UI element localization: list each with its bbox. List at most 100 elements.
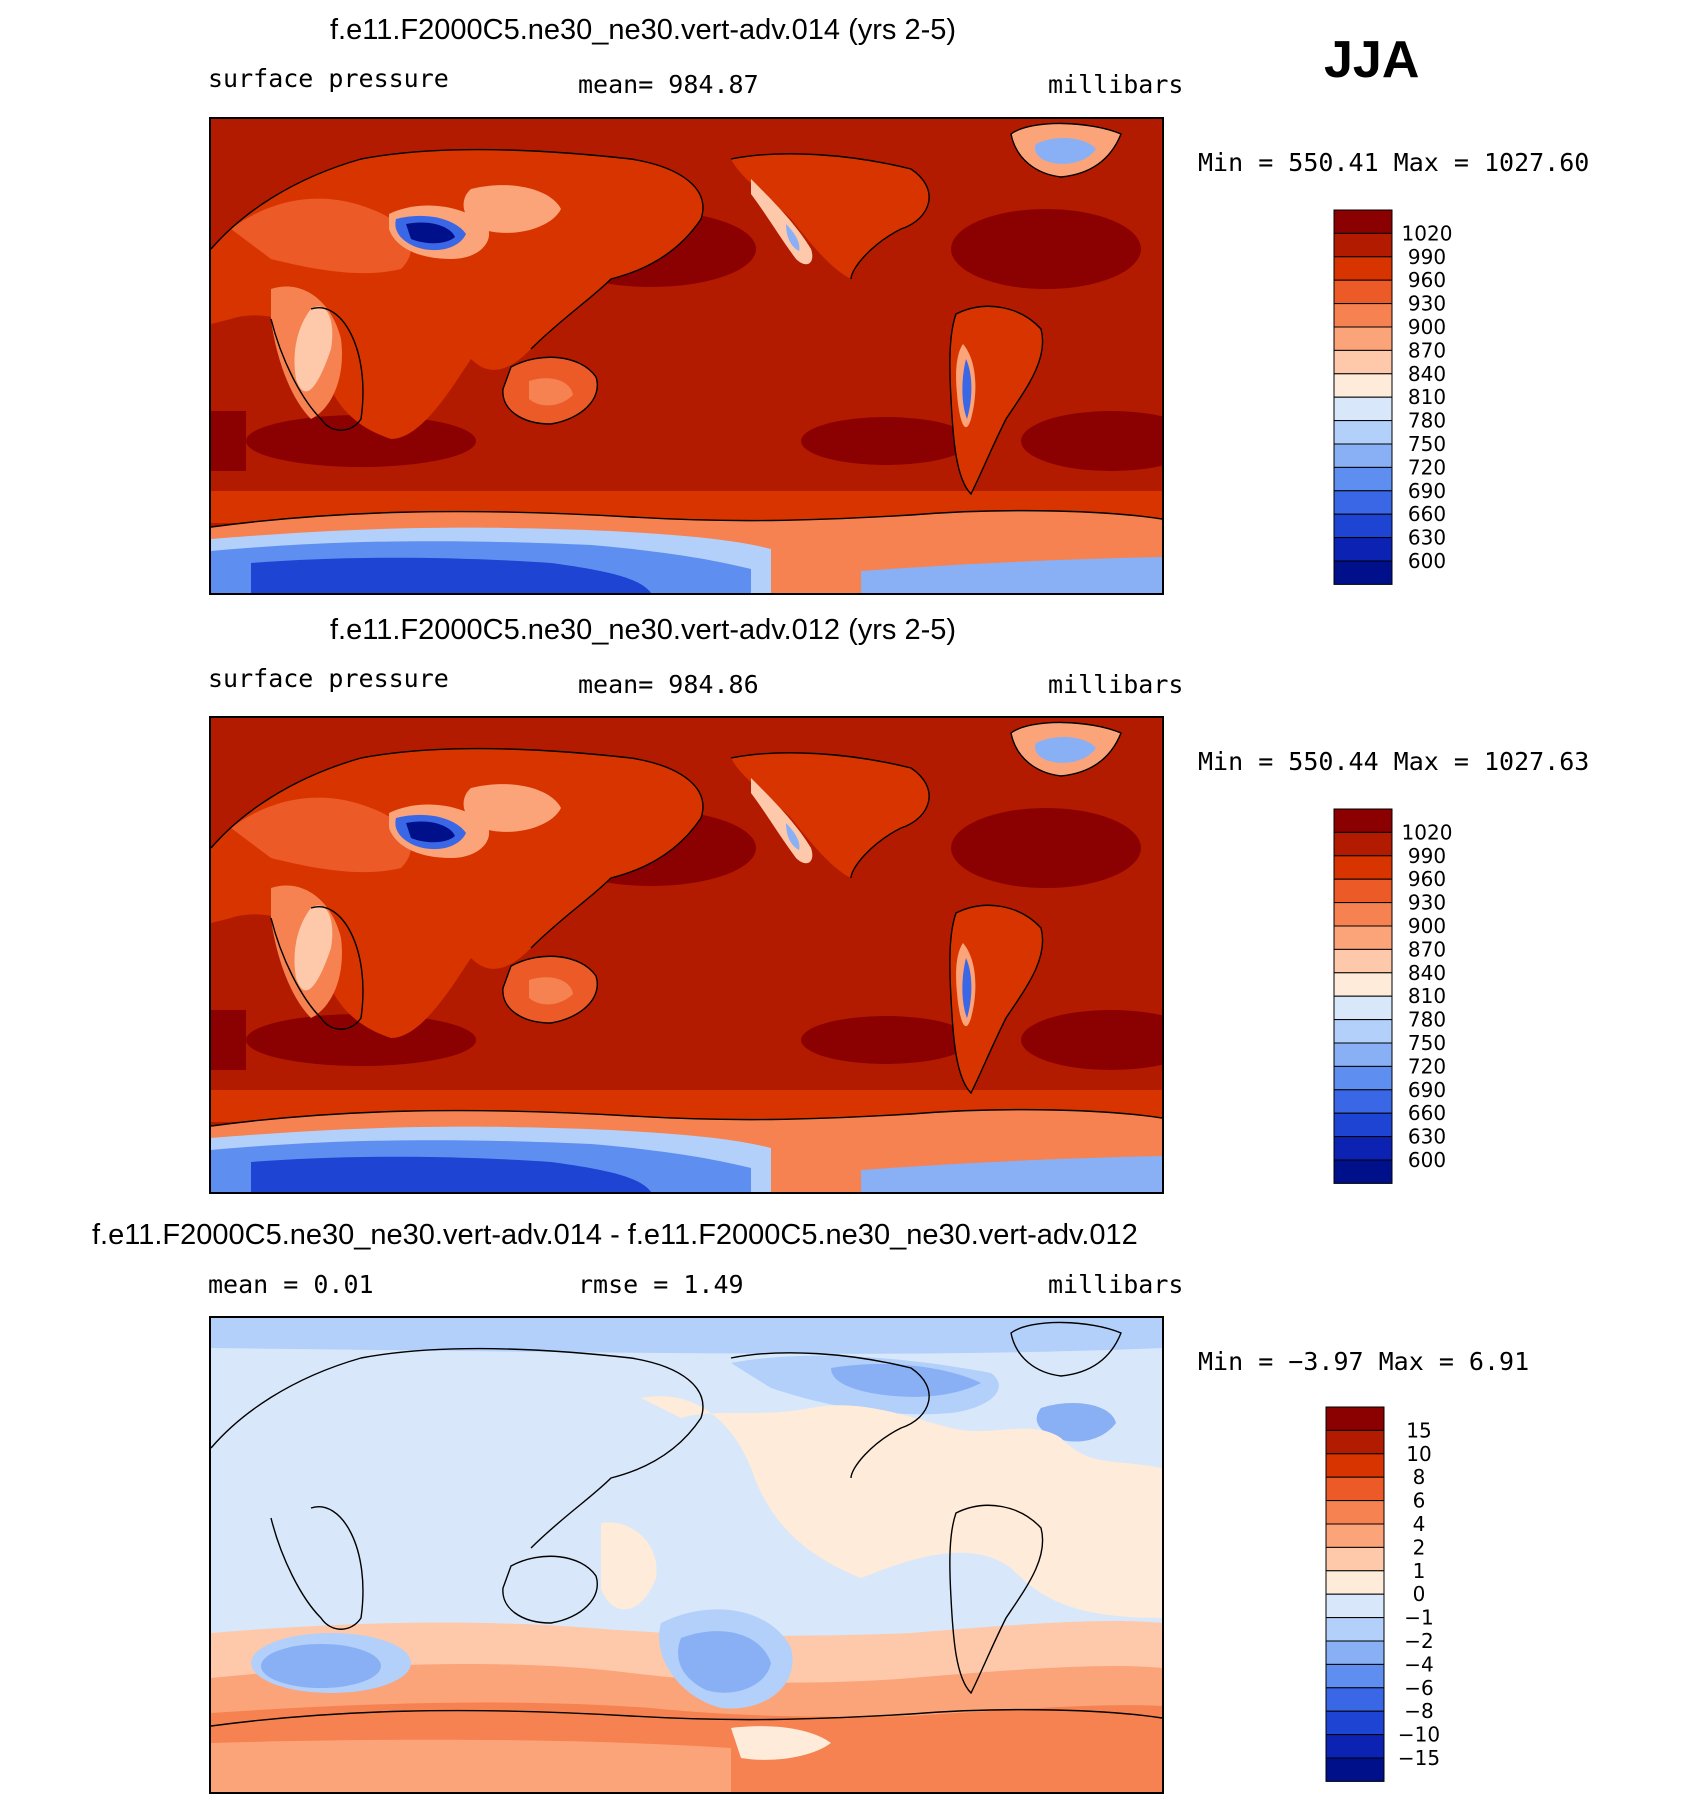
panel2-map [209, 716, 1164, 1194]
season-label: JJA [1324, 31, 1420, 89]
colorbar-label: 750 [1408, 1031, 1446, 1055]
panel1-units: millibars [1048, 70, 1184, 99]
colorbar-label: −15 [1398, 1746, 1440, 1770]
colorbar-label: 960 [1408, 867, 1446, 891]
colorbar-swatch [1333, 326, 1393, 351]
panel1-variable: surface pressure [208, 64, 449, 93]
colorbar-swatch [1325, 1757, 1385, 1782]
panel3-map [209, 1316, 1164, 1794]
panel1-map [209, 117, 1164, 595]
colorbar-label: 780 [1408, 1008, 1446, 1032]
colorbar-label: 6 [1413, 1489, 1426, 1513]
panel3-title: f.e11.F2000C5.ne30_ne30.vert-adv.014 - f… [92, 1219, 1138, 1251]
panel1-title: f.e11.F2000C5.ne30_ne30.vert-adv.014 (yr… [330, 14, 957, 46]
colorbar-swatch [1333, 878, 1393, 904]
colorbar-label: 840 [1408, 362, 1446, 386]
colorbar-swatch [1333, 466, 1393, 492]
colorbar-swatch [1333, 232, 1393, 258]
colorbar-swatch [1325, 1453, 1385, 1478]
panel2-minmax: Min = 550.44 Max = 1027.63 [1198, 747, 1590, 776]
panel3-colorbar: 15 10 8 6 4 2 1 0 −1 −2 −4 −6 −8 −10 −15 [1325, 1406, 1465, 1790]
colorbar-label: 810 [1408, 385, 1446, 409]
colorbar-svg: 1020990960930900870840810780750720690660… [1333, 209, 1453, 585]
colorbar-label: 660 [1408, 1101, 1446, 1125]
colorbar-swatch [1333, 1042, 1393, 1067]
panel1-mean: mean= 984.87 [578, 70, 759, 99]
colorbar-label: −10 [1398, 1723, 1440, 1747]
panel3-mean: mean = 0.01 [208, 1270, 374, 1299]
colorbar-label: 930 [1408, 292, 1446, 316]
colorbar-swatch [1325, 1640, 1385, 1665]
colorbar-swatch [1333, 373, 1393, 398]
colorbar-svg: 1020990960930900870840810780750720690660… [1333, 808, 1453, 1184]
colorbar-label: 720 [1408, 455, 1446, 479]
colorbar-label: 900 [1408, 914, 1446, 938]
colorbar-swatch [1333, 490, 1393, 515]
panel3-rmse: rmse = 1.49 [578, 1270, 744, 1299]
colorbar-label: 960 [1408, 268, 1446, 292]
colorbar-swatch [1325, 1687, 1385, 1712]
colorbar-swatch [1325, 1663, 1385, 1689]
colorbar-swatch [1333, 537, 1393, 562]
colorbar-swatch [1333, 855, 1393, 880]
colorbar-swatch [1325, 1523, 1385, 1548]
colorbar-label: 8 [1413, 1465, 1426, 1489]
panel2-map-svg [211, 718, 1162, 1192]
colorbar-label: −4 [1404, 1652, 1433, 1676]
colorbar-swatch [1325, 1546, 1385, 1572]
colorbar-label: 1020 [1402, 820, 1453, 844]
colorbar-label: 2 [1413, 1535, 1426, 1559]
colorbar-swatch [1325, 1429, 1385, 1455]
colorbar-label: 690 [1408, 1078, 1446, 1102]
colorbar-label: 780 [1408, 409, 1446, 433]
colorbar-label: 630 [1408, 1125, 1446, 1149]
colorbar-swatch [1333, 303, 1393, 328]
colorbar-label: 1020 [1402, 221, 1453, 245]
colorbar-label: 660 [1408, 502, 1446, 526]
colorbar-swatch [1333, 808, 1393, 833]
panel2-mean: mean= 984.86 [578, 670, 759, 699]
colorbar-swatch [1333, 1019, 1393, 1044]
panel2-title: f.e11.F2000C5.ne30_ne30.vert-adv.012 (yr… [330, 614, 957, 646]
colorbar-swatch [1333, 420, 1393, 445]
colorbar-label: 15 [1406, 1418, 1431, 1442]
colorbar-swatch [1333, 902, 1393, 927]
colorbar-label: 900 [1408, 315, 1446, 339]
colorbar-label: 630 [1408, 526, 1446, 550]
colorbar-label: 10 [1406, 1442, 1431, 1466]
colorbar-swatch [1333, 1065, 1393, 1091]
colorbar-swatch [1325, 1734, 1385, 1759]
colorbar-swatch [1333, 513, 1393, 539]
colorbar-label: 720 [1408, 1054, 1446, 1078]
colorbar-swatch [1325, 1593, 1385, 1619]
colorbar-label: 870 [1408, 937, 1446, 961]
colorbar-swatch [1333, 1112, 1393, 1138]
colorbar-swatch [1325, 1710, 1385, 1736]
colorbar-swatch [1333, 279, 1393, 305]
colorbar-label: 600 [1408, 1148, 1446, 1172]
colorbar-swatch [1325, 1406, 1385, 1431]
colorbar-swatch [1333, 256, 1393, 281]
colorbar-label: −8 [1404, 1699, 1433, 1723]
panel2-units: millibars [1048, 670, 1184, 699]
colorbar-label: 990 [1408, 844, 1446, 868]
colorbar-label: 0 [1413, 1582, 1426, 1606]
panel3-minmax: Min = −3.97 Max = 6.91 [1198, 1347, 1530, 1376]
colorbar-swatch [1325, 1570, 1385, 1595]
colorbar-label: −6 [1404, 1676, 1433, 1700]
colorbar-label: 870 [1408, 338, 1446, 362]
colorbar-swatch [1333, 972, 1393, 997]
panel2-colorbar: 1020 990 960 930 900 870 840 810 780 750 720 690 660… [1333, 808, 1473, 1192]
colorbar-label: 690 [1408, 479, 1446, 503]
colorbar-swatch [1333, 396, 1393, 422]
colorbar-swatch [1333, 925, 1393, 950]
colorbar-label: −1 [1404, 1606, 1433, 1630]
colorbar-label: 750 [1408, 432, 1446, 456]
colorbar-label: 600 [1408, 549, 1446, 573]
colorbar-swatch [1325, 1476, 1385, 1502]
colorbar-swatch [1333, 948, 1393, 974]
panel2-variable: surface pressure [208, 664, 449, 693]
colorbar-swatch [1325, 1617, 1385, 1642]
colorbar-label: 990 [1408, 245, 1446, 269]
